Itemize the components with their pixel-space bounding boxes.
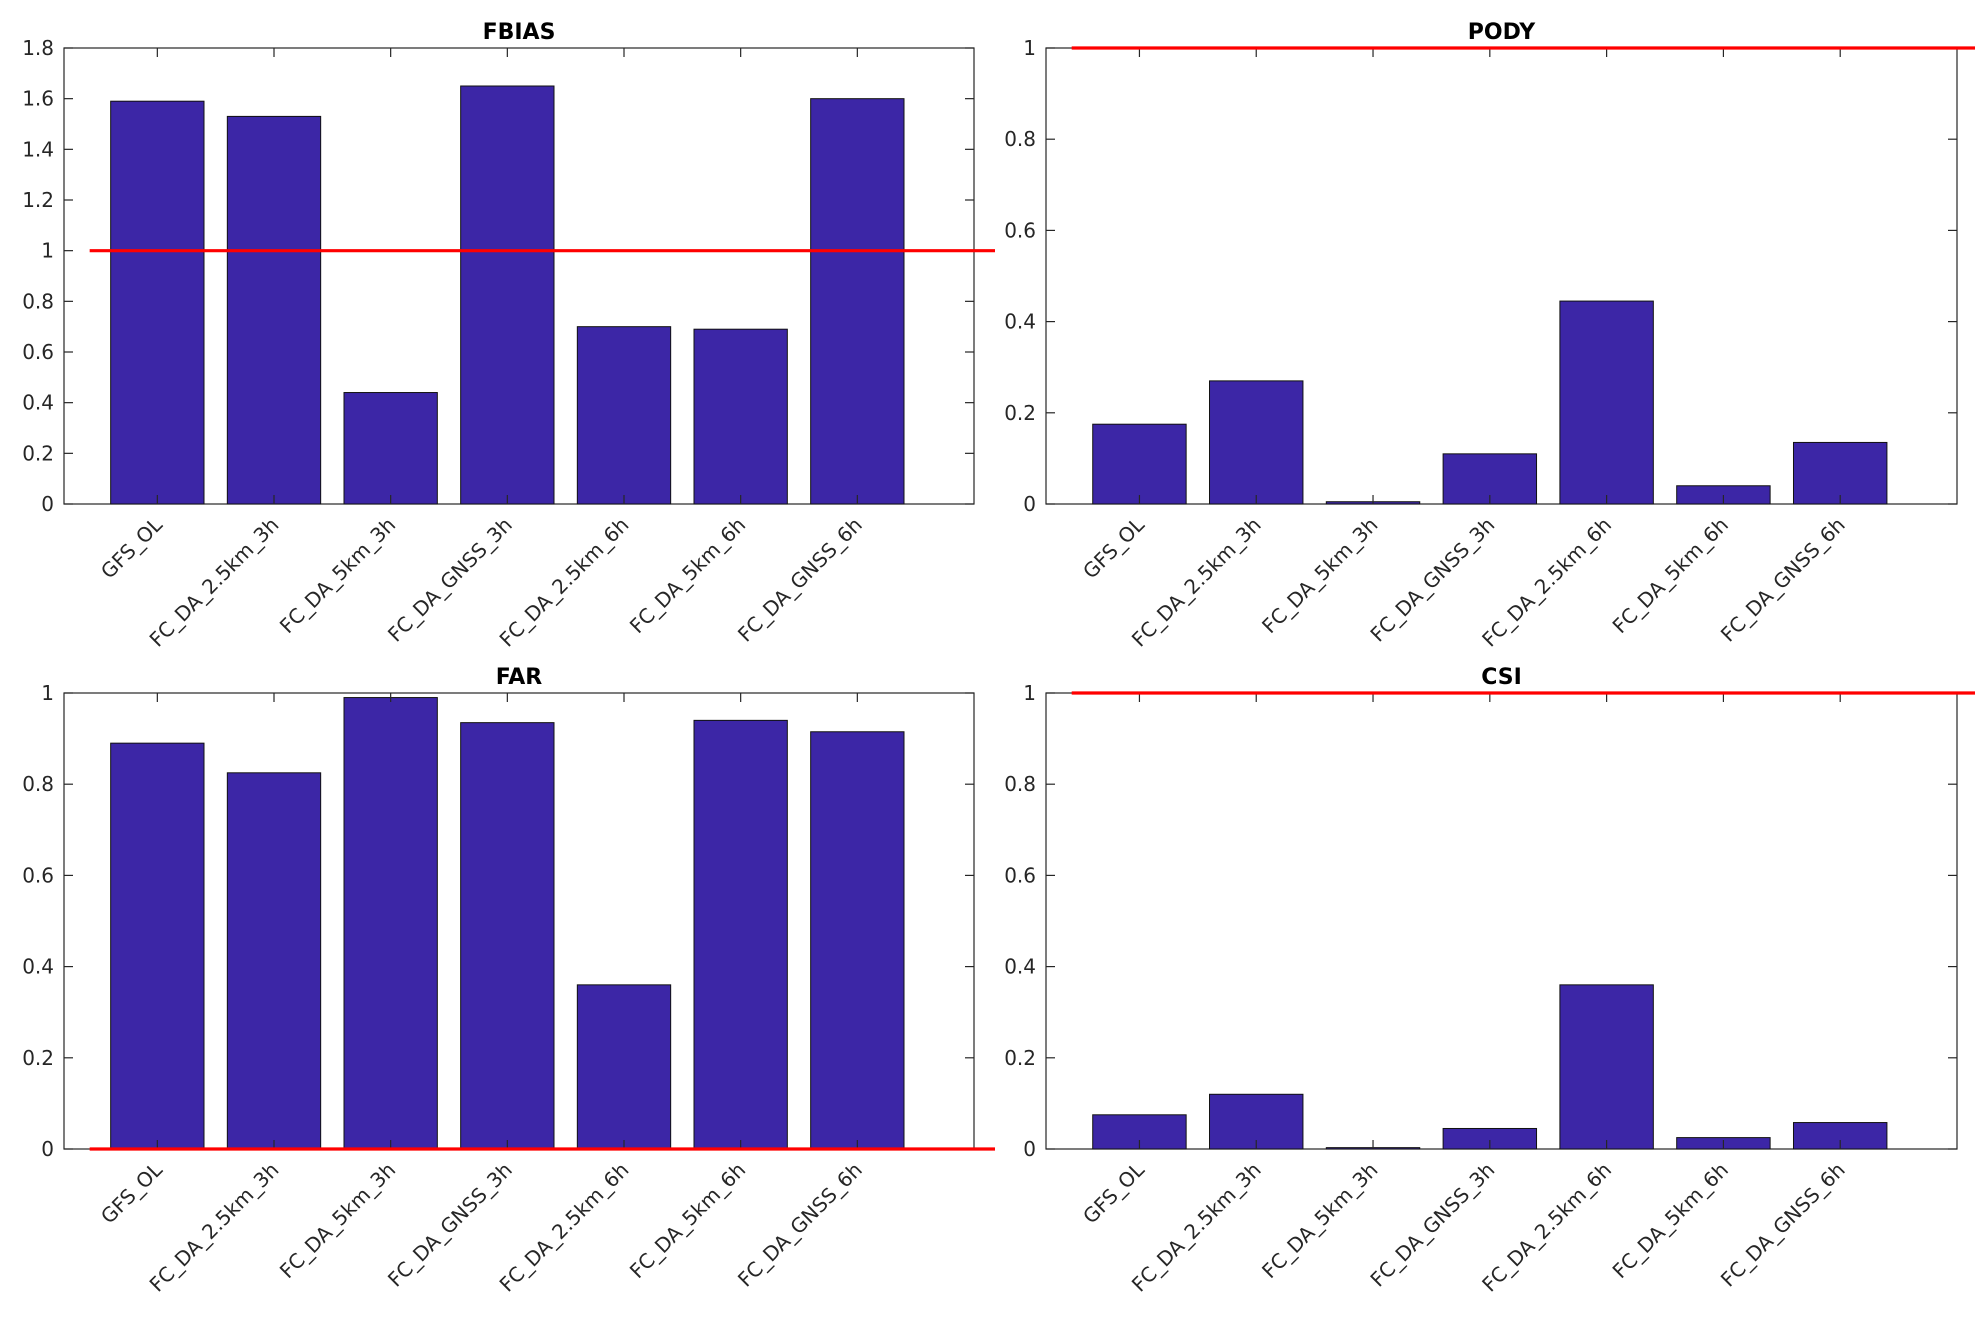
fbias-ytick-label: 0.2 [22, 441, 54, 465]
fbias-category-label: FC_DA_5km_3h [275, 513, 400, 638]
far-category-label: FC_DA_GNSS_3h [383, 1158, 517, 1292]
panel-fbias: FBIAS00.20.40.60.811.21.41.61.8GFS_OLFC_… [22, 20, 995, 652]
csi-ytick-label: 0.4 [1004, 955, 1036, 979]
pody-ytick-label: 0.8 [1004, 127, 1036, 151]
csi-ytick-label: 0.8 [1004, 772, 1036, 796]
csi-category-label: FC_DA_GNSS_3h [1365, 1158, 1499, 1292]
pody-bar-fc-da-gnss-6h [1792, 441, 1888, 505]
far-category-label: GFS_OL [96, 1157, 167, 1228]
csi-ytick-label: 0 [1023, 1137, 1036, 1161]
fbias-bar-fc-da-gnss-6h [810, 98, 905, 505]
pody-ytick-label: 0 [1023, 492, 1036, 516]
pody-bar-gfs-ol [1092, 423, 1187, 505]
fbias-ytick-label: 0.8 [22, 289, 54, 313]
csi-bar-fc-da-2-5km-3h [1209, 1093, 1304, 1150]
fbias-bar-fc-da-2-5km-3h [226, 115, 322, 505]
csi-category-label: FC_DA_5km_3h [1257, 1158, 1382, 1283]
panel-pody: PODY00.20.40.60.81GFS_OLFC_DA_2.5km_3hFC… [1004, 20, 1975, 652]
far-ytick-label: 0.8 [22, 772, 54, 796]
pody-ytick-label: 0.2 [1004, 401, 1036, 425]
far-ytick-label: 0.2 [22, 1046, 54, 1070]
far-bar-fc-da-5km-6h [693, 719, 788, 1150]
far-bar-fc-da-2-5km-3h [226, 772, 322, 1150]
far-bar-fc-da-5km-3h [343, 697, 438, 1150]
far-ytick-label: 1 [41, 681, 54, 705]
fbias-bar-gfs-ol [110, 100, 205, 505]
far-category-label: FC_DA_2.5km_3h [145, 1158, 284, 1297]
far-category-label: FC_DA_GNSS_6h [733, 1158, 867, 1292]
csi-category-label: FC_DA_GNSS_6h [1716, 1158, 1850, 1292]
far-bar-gfs-ol [110, 742, 205, 1150]
far-bar-fc-da-gnss-3h [460, 722, 555, 1150]
csi-ytick-label: 0.2 [1004, 1046, 1036, 1070]
csi-chart-title: CSI [1481, 665, 1522, 690]
fbias-category-label: FC_DA_2.5km_6h [495, 513, 634, 652]
pody-chart-title: PODY [1468, 20, 1536, 45]
fbias-ytick-label: 1.8 [22, 36, 54, 60]
fbias-bar-fc-da-5km-3h [343, 392, 438, 505]
far-chart-title: FAR [496, 665, 543, 690]
csi-bar-fc-da-gnss-6h [1792, 1122, 1888, 1150]
csi-category-label: FC_DA_5km_6h [1608, 1158, 1733, 1283]
csi-bar-fc-da-2-5km-6h [1559, 984, 1654, 1150]
panel-csi: CSI00.20.40.60.81GFS_OLFC_DA_2.5km_3hFC_… [1004, 665, 1975, 1297]
csi-category-label: GFS_OL [1078, 1157, 1149, 1228]
csi-ytick-label: 1 [1023, 681, 1036, 705]
fbias-ytick-label: 0 [41, 492, 54, 516]
fbias-bar-fc-da-gnss-3h [460, 85, 555, 505]
pody-category-label: FC_DA_2.5km_6h [1477, 513, 1616, 652]
fbias-ytick-label: 1.2 [22, 188, 54, 212]
far-category-label: FC_DA_5km_3h [275, 1158, 400, 1283]
fbias-ytick-label: 0.4 [22, 391, 54, 415]
fbias-category-label: FC_DA_GNSS_3h [383, 513, 517, 647]
pody-category-label: FC_DA_5km_6h [1608, 513, 1733, 638]
csi-category-label: FC_DA_2.5km_6h [1477, 1158, 1616, 1297]
fbias-category-label: FC_DA_2.5km_3h [145, 513, 284, 652]
far-category-label: FC_DA_2.5km_6h [495, 1158, 634, 1297]
pody-category-label: GFS_OL [1078, 512, 1149, 583]
pody-category-label: FC_DA_GNSS_6h [1716, 513, 1850, 647]
fbias-category-label: GFS_OL [96, 512, 167, 583]
fbias-bar-fc-da-5km-6h [693, 328, 788, 505]
pody-ytick-label: 1 [1023, 36, 1036, 60]
far-ytick-label: 0.6 [22, 863, 54, 887]
pody-bar-fc-da-2-5km-6h [1559, 300, 1654, 505]
far-ytick-label: 0.4 [22, 955, 54, 979]
far-bar-fc-da-gnss-6h [810, 731, 905, 1150]
far-bar-fc-da-2-5km-6h [576, 984, 672, 1150]
csi-axes-box [1045, 692, 1958, 1150]
csi-ytick-label: 0.6 [1004, 863, 1036, 887]
panel-far: FAR00.20.40.60.81GFS_OLFC_DA_2.5km_3hFC_… [22, 665, 995, 1297]
far-category-label: FC_DA_5km_6h [625, 1158, 750, 1283]
fbias-ytick-label: 0.6 [22, 340, 54, 364]
fbias-ytick-label: 1 [41, 239, 54, 263]
pody-category-label: FC_DA_GNSS_3h [1365, 513, 1499, 647]
fbias-ytick-label: 1.6 [22, 87, 54, 111]
pody-axes-box [1045, 47, 1958, 505]
far-ytick-label: 0 [41, 1137, 54, 1161]
pody-category-label: FC_DA_5km_3h [1257, 513, 1382, 638]
fbias-ytick-label: 1.4 [22, 137, 54, 161]
pody-bar-fc-da-2-5km-3h [1209, 380, 1304, 505]
pody-category-label: FC_DA_2.5km_3h [1127, 513, 1266, 652]
pody-ytick-label: 0.4 [1004, 310, 1036, 334]
fbias-bar-fc-da-2-5km-6h [576, 326, 672, 505]
fbias-category-label: FC_DA_GNSS_6h [733, 513, 867, 647]
fbias-category-label: FC_DA_5km_6h [625, 513, 750, 638]
pody-ytick-label: 0.6 [1004, 218, 1036, 242]
fbias-chart-title: FBIAS [483, 20, 556, 45]
csi-category-label: FC_DA_2.5km_3h [1127, 1158, 1266, 1297]
